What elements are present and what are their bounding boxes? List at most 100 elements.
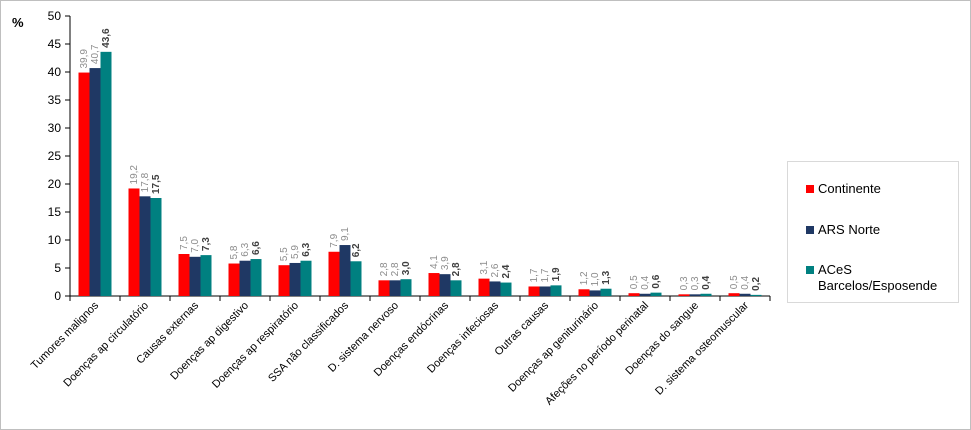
data-label: 2,8 <box>379 262 390 276</box>
legend-item-ars-norte: ARS Norte <box>806 222 953 238</box>
data-label: 0,6 <box>651 274 662 288</box>
y-tick-label: 0 <box>54 289 61 303</box>
y-tick-label: 10 <box>48 233 62 247</box>
data-label: 1,7 <box>540 268 551 282</box>
data-label: 7,9 <box>329 233 340 247</box>
data-label: 1,9 <box>551 267 562 281</box>
data-label: 3,9 <box>440 256 451 270</box>
bar <box>378 280 390 296</box>
bar <box>750 294 762 296</box>
data-label: 0,5 <box>729 275 740 289</box>
category-label: Doenças ap respiratório <box>210 300 301 391</box>
data-label: 2,8 <box>451 262 462 276</box>
bar <box>428 273 440 296</box>
bar <box>439 274 451 296</box>
bar <box>350 261 362 296</box>
y-tick-label: 25 <box>48 149 62 163</box>
bar <box>328 251 340 296</box>
y-tick-label: 5 <box>54 261 61 275</box>
legend-item-continente: Continente <box>806 181 953 197</box>
data-label: 6,3 <box>301 242 312 256</box>
data-label: 1,3 <box>601 270 612 284</box>
bar <box>550 285 562 296</box>
data-label: 1,2 <box>579 271 590 285</box>
bar <box>489 281 501 296</box>
y-unit-label: % <box>12 15 24 30</box>
data-label: 40,7 <box>90 44 101 64</box>
bar <box>150 198 162 296</box>
bar <box>78 72 90 296</box>
data-label: 1,7 <box>529 268 540 282</box>
data-label: 0,3 <box>679 276 690 290</box>
data-label: 2,4 <box>501 264 512 278</box>
category-label: D. sistema osteomuscular <box>653 299 751 397</box>
legend: Continente ARS Norte ACeS Barcelos/Espos… <box>787 161 959 303</box>
data-label: 6,3 <box>240 242 251 256</box>
bar <box>389 280 401 296</box>
data-label: 39,9 <box>79 49 90 69</box>
bar <box>289 262 301 296</box>
bar <box>339 245 351 296</box>
data-label: 5,8 <box>229 245 240 259</box>
bar <box>528 286 540 296</box>
data-label: 0,3 <box>690 276 701 290</box>
bar <box>300 260 312 296</box>
legend-label: Continente <box>818 181 881 196</box>
legend-label: ACeS Barcelos/Esposende <box>818 262 938 293</box>
bar <box>589 290 601 296</box>
data-label: 9,1 <box>340 227 351 241</box>
data-label: 0,4 <box>740 275 751 289</box>
bar <box>739 293 751 296</box>
bar <box>639 293 651 296</box>
data-label: 2,6 <box>490 263 501 277</box>
data-label: 2,8 <box>390 262 401 276</box>
data-label: 6,2 <box>351 243 362 257</box>
data-label: 43,6 <box>101 28 112 48</box>
bar <box>100 51 112 297</box>
y-tick-label: 45 <box>48 37 62 51</box>
bar <box>400 279 412 296</box>
category-label: Afeções no período perinatal <box>543 300 651 408</box>
bar <box>450 280 462 296</box>
bar <box>250 259 262 296</box>
data-label: 7,5 <box>179 236 190 250</box>
legend-swatch-aces <box>806 266 814 274</box>
bar <box>478 278 490 296</box>
bar <box>189 256 201 296</box>
data-label: 17,8 <box>140 172 151 192</box>
legend-item-aces: ACeS Barcelos/Esposende <box>806 262 953 294</box>
data-label: 0,4 <box>701 275 712 289</box>
y-tick-label: 40 <box>48 65 62 79</box>
bar <box>578 289 590 296</box>
bar <box>278 265 290 296</box>
data-label: 5,9 <box>290 245 301 259</box>
data-label: 3,0 <box>401 261 412 275</box>
legend-swatch-ars-norte <box>806 226 814 234</box>
bar <box>539 286 551 296</box>
data-label: 0,2 <box>751 277 762 291</box>
bar <box>500 282 512 296</box>
bar <box>178 254 190 296</box>
data-label: 0,5 <box>629 275 640 289</box>
data-label: 17,5 <box>151 174 162 194</box>
data-label: 7,0 <box>190 238 201 252</box>
data-label: 7,3 <box>201 237 212 251</box>
data-label: 4,1 <box>429 255 440 269</box>
y-tick-label: 15 <box>48 205 62 219</box>
bar <box>89 68 101 296</box>
bar <box>689 294 701 296</box>
y-tick-label: 30 <box>48 121 62 135</box>
data-label: 19,2 <box>129 165 140 185</box>
bar <box>139 196 151 296</box>
bar <box>128 188 140 296</box>
bar <box>200 255 212 296</box>
category-label: Doenças ap geniturinário <box>506 300 601 395</box>
y-tick-label: 20 <box>48 177 62 191</box>
bar <box>228 263 240 296</box>
bar <box>650 292 662 296</box>
data-label: 0,4 <box>640 275 651 289</box>
y-tick-label: 35 <box>48 93 62 107</box>
y-tick-label: 50 <box>48 9 62 23</box>
bar <box>239 260 251 296</box>
